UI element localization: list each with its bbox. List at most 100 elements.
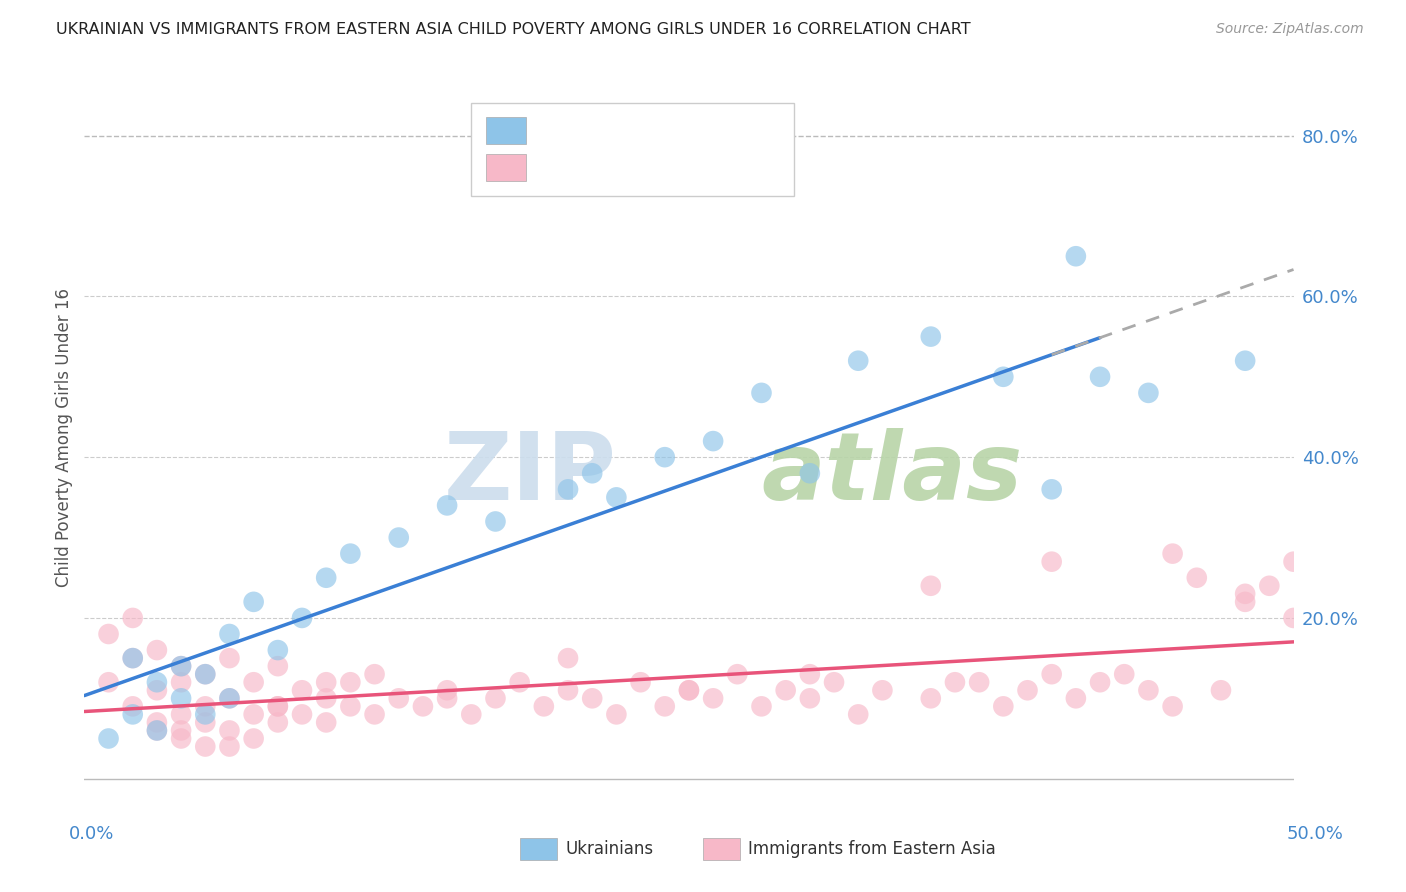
Point — [170, 731, 193, 746]
Point — [1234, 595, 1257, 609]
Point — [267, 659, 290, 673]
Point — [557, 683, 579, 698]
Point — [1040, 483, 1063, 497]
Point — [823, 675, 845, 690]
Text: 0.0%: 0.0% — [69, 825, 114, 843]
Text: Immigrants from Eastern Asia: Immigrants from Eastern Asia — [748, 840, 995, 858]
Point — [315, 571, 337, 585]
Point — [1282, 555, 1305, 569]
Point — [1064, 249, 1087, 263]
Point — [1017, 683, 1039, 698]
Point — [291, 683, 314, 698]
Point — [339, 547, 361, 561]
Point — [460, 707, 482, 722]
Text: ZIP: ZIP — [443, 427, 616, 520]
Point — [1040, 667, 1063, 681]
Point — [967, 675, 990, 690]
Point — [121, 699, 143, 714]
Point — [1088, 675, 1111, 690]
Point — [751, 385, 773, 400]
Point — [943, 675, 966, 690]
Point — [654, 699, 676, 714]
Point — [846, 353, 869, 368]
Point — [291, 611, 314, 625]
Point — [484, 691, 506, 706]
Point — [242, 675, 264, 690]
Point — [1209, 683, 1232, 698]
Point — [388, 691, 411, 706]
Point — [1137, 683, 1160, 698]
Point — [920, 579, 942, 593]
Point — [799, 667, 821, 681]
Point — [1282, 611, 1305, 625]
Point — [315, 675, 337, 690]
Point — [218, 651, 240, 665]
Point — [872, 683, 894, 698]
Point — [775, 683, 797, 698]
Point — [194, 715, 217, 730]
Point — [242, 595, 264, 609]
Point — [194, 699, 217, 714]
Point — [218, 691, 240, 706]
Point — [170, 659, 193, 673]
Point — [993, 369, 1015, 384]
Text: Source: ZipAtlas.com: Source: ZipAtlas.com — [1216, 22, 1364, 37]
Point — [146, 723, 169, 738]
Point — [194, 707, 217, 722]
Point — [218, 691, 240, 706]
Point — [436, 499, 458, 513]
Point — [1161, 547, 1184, 561]
Point — [1161, 699, 1184, 714]
Point — [97, 731, 120, 746]
Point — [315, 691, 337, 706]
Text: R = 0.225   N = 84: R = 0.225 N = 84 — [534, 159, 704, 177]
Point — [1234, 353, 1257, 368]
Point — [1064, 691, 1087, 706]
Point — [218, 739, 240, 754]
Point — [557, 651, 579, 665]
Point — [920, 691, 942, 706]
Point — [799, 691, 821, 706]
Point — [315, 715, 337, 730]
Point — [581, 467, 603, 481]
Point — [1234, 587, 1257, 601]
Point — [678, 683, 700, 698]
Point — [846, 707, 869, 722]
Point — [630, 675, 652, 690]
Point — [170, 659, 193, 673]
Point — [218, 723, 240, 738]
Text: UKRAINIAN VS IMMIGRANTS FROM EASTERN ASIA CHILD POVERTY AMONG GIRLS UNDER 16 COR: UKRAINIAN VS IMMIGRANTS FROM EASTERN ASI… — [56, 22, 972, 37]
Point — [170, 675, 193, 690]
Point — [170, 707, 193, 722]
Point — [291, 707, 314, 722]
Point — [121, 611, 143, 625]
Text: Ukrainians: Ukrainians — [565, 840, 654, 858]
Point — [557, 483, 579, 497]
Point — [194, 739, 217, 754]
Point — [121, 651, 143, 665]
Point — [1185, 571, 1208, 585]
Text: R = 0.545   N = 34: R = 0.545 N = 34 — [534, 121, 704, 139]
Point — [267, 699, 290, 714]
Point — [654, 450, 676, 465]
Point — [97, 675, 120, 690]
Point — [339, 675, 361, 690]
Point — [412, 699, 434, 714]
Point — [484, 515, 506, 529]
Point — [993, 699, 1015, 714]
Point — [146, 643, 169, 657]
Point — [388, 531, 411, 545]
Point — [1114, 667, 1136, 681]
Point — [799, 467, 821, 481]
Point — [363, 667, 385, 681]
Point — [121, 707, 143, 722]
Point — [725, 667, 748, 681]
Point — [605, 491, 627, 505]
Point — [218, 627, 240, 641]
Point — [97, 627, 120, 641]
Point — [363, 707, 385, 722]
Point — [533, 699, 555, 714]
Text: atlas: atlas — [762, 427, 1022, 520]
Point — [436, 683, 458, 698]
Point — [920, 329, 942, 343]
